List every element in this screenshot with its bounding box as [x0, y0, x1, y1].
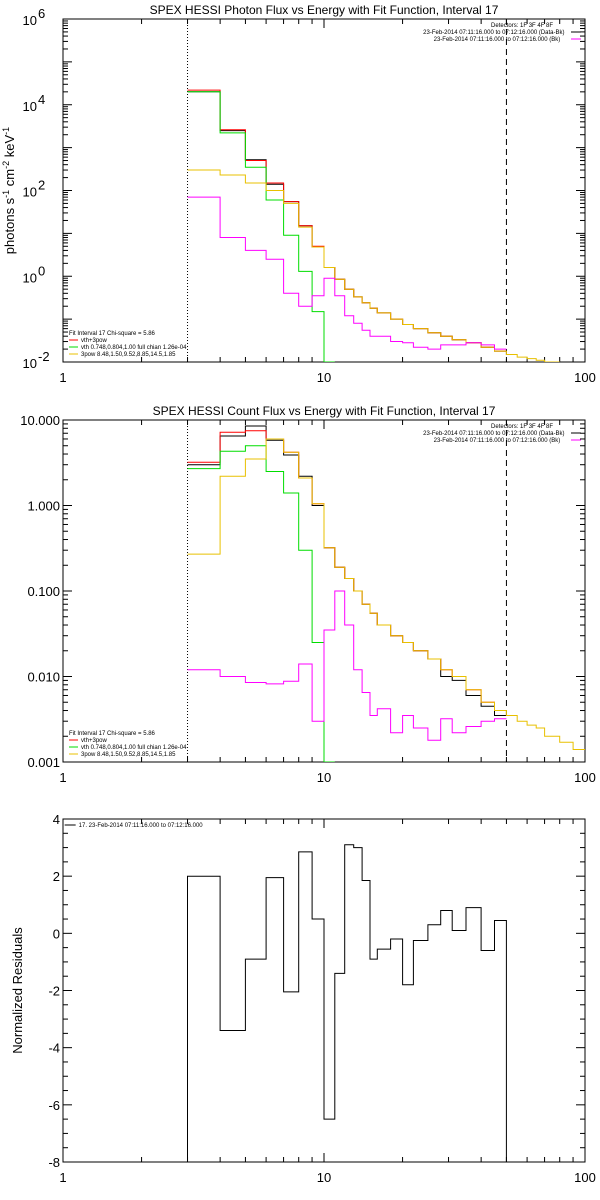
- count-legend-top-text: Detectors: 1F 3F 4F 8F: [491, 424, 553, 430]
- photon-legend-top-text: 23-Feb-2014 07:11:16.000 to 07:12:16.000…: [423, 30, 564, 36]
- count-legend-top-text: 23-Feb-2014 07:11:16.000 to 07:12:16.000…: [434, 438, 561, 444]
- photon-y-tick-exponent: 0: [38, 263, 45, 278]
- photon-y-label-exponent: -2: [1, 161, 11, 169]
- residual-x-tick-label: 10: [317, 1170, 331, 1185]
- count-x-tick-label: 10: [317, 770, 331, 785]
- residual-legend-top-text: 17. 23-Feb-2014 07:11:16.000 to 07:12:16…: [79, 823, 204, 829]
- photon-legend-bottom-text: vth+3pow: [81, 338, 108, 344]
- count-series-0-step-line: [187, 425, 507, 716]
- residual-y-tick-label: 2: [53, 869, 60, 884]
- count-y-tick-label: 0.100: [27, 584, 60, 599]
- residual-y-label: Normalized Residuals: [10, 927, 25, 1054]
- photon-x-tick-label: 1: [59, 370, 66, 385]
- count-title: SPEX HESSI Count Flux vs Energy with Fit…: [153, 404, 496, 418]
- residual-y-tick-label: 4: [53, 812, 60, 827]
- photon-x-tick-label: 10: [317, 370, 331, 385]
- photon-y-tick-exponent: 2: [38, 178, 45, 193]
- photon-legend-top-text: 23-Feb-2014 07:11:16.000 to 07:12:16.000…: [434, 37, 561, 43]
- photon-series-1-step-line: [187, 89, 507, 352]
- count-x-tick-label: 100: [574, 770, 596, 785]
- count-flux-panel: 1 10 100 0.001 0.010 0.100 1.000 10.000 SPEX HES…: [20, 404, 596, 785]
- count-legend-bottom-text: 3pow 8.48,1.50,9.52,8.85,14.5,1.85: [81, 752, 176, 758]
- photon-y-tick-exponent: 4: [38, 92, 45, 107]
- photon-series-0-step-line: [187, 91, 507, 352]
- photon-series-4-step-line: [187, 196, 507, 350]
- photon-series-2-step-line: [187, 91, 335, 362]
- residual-x-tick-label: 100: [574, 1170, 596, 1185]
- residual-x-tick-label: 1: [59, 1170, 66, 1185]
- count-y-tick-label: 0.001: [27, 755, 60, 770]
- photon-y-tick-label: 10: [23, 270, 37, 285]
- count-y-tick-label: 0.010: [27, 670, 60, 685]
- residual-y-tick-label: -2: [48, 984, 60, 999]
- residual-y-tick-label: -4: [48, 1041, 60, 1056]
- photon-legend-top-text: Detectors: 1F 3F 4F 8F: [491, 23, 553, 29]
- photon-legend-bottom-text: Fit Interval 17 Chi-square = 5.86: [69, 331, 156, 337]
- count-series-3-step-line: [187, 438, 585, 750]
- residual-y-tick-label: -6: [48, 1098, 60, 1113]
- photon-y-label-part: keV: [2, 134, 17, 160]
- photon-y-label-exponent: -1: [1, 190, 11, 198]
- residual-y-tick-label: -8: [48, 1155, 60, 1170]
- photon-legend-bottom-text: vth 0.748,0.804,1.00 full chian 1.26e-04: [81, 345, 187, 351]
- count-series-4-step-line: [187, 590, 507, 741]
- photon-series-3-step-line: [187, 169, 560, 362]
- photon-plot-area: [187, 89, 560, 362]
- photon-y-tick-label: 10: [23, 185, 37, 200]
- count-y-tick-label: 1.000: [27, 499, 60, 514]
- photon-title: SPEX HESSI Photon Flux vs Energy with Fi…: [150, 3, 499, 17]
- residuals-panel: 1 10 100 -8 -6 -4 -2 0 2 4 Normalized Residuals 17.…: [10, 812, 596, 1185]
- residual-plot-area: [187, 844, 507, 1162]
- photon-y-label-exponent: -1: [1, 127, 11, 135]
- photon-legend-bottom-text: 3pow 8.48,1.50,9.52,8.85,14.5,1.85: [81, 352, 176, 358]
- photon-y-label-part: cm: [2, 169, 17, 190]
- photon-y-label: photons s-1 cm-2 keV-1: [1, 127, 17, 254]
- count-series-2-step-line: [187, 445, 335, 762]
- photon-y-label-part: photons s: [2, 197, 17, 254]
- photon-y-tick-label: 10: [23, 13, 37, 28]
- count-plot-area: [187, 425, 585, 762]
- count-legend-bottom-text: vth 0.748,0.804,1.00 full chian 1.26e-04: [81, 745, 187, 751]
- photon-x-tick-label: 100: [574, 370, 596, 385]
- residual-series-0-step-line: [187, 844, 507, 1162]
- residual-y-tick-label: 0: [53, 926, 60, 941]
- photon-y-tick-label: 10: [23, 99, 37, 114]
- photon-y-tick-exponent: 6: [38, 6, 45, 21]
- count-legend-top-text: 23-Feb-2014 07:11:16.000 to 07:12:16.000…: [423, 431, 564, 437]
- count-legend-bottom-text: vth+3pow: [81, 738, 108, 744]
- photon-y-tick-exponent: -2: [38, 349, 50, 364]
- count-legend-bottom-text: Fit Interval 17 Chi-square = 5.86: [69, 731, 156, 737]
- photon-y-tick-label: 10: [23, 356, 37, 371]
- count-x-tick-label: 1: [59, 770, 66, 785]
- count-series-1-step-line: [187, 430, 507, 711]
- count-y-tick-label: 10.000: [20, 413, 60, 428]
